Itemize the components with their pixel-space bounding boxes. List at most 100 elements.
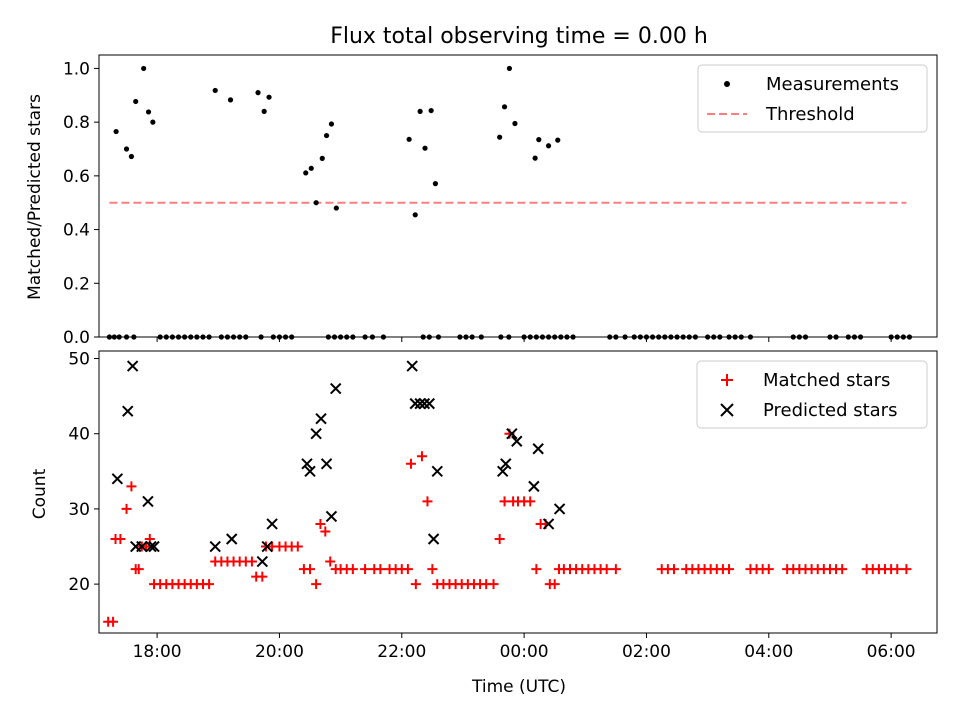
predicted-star-point xyxy=(406,360,418,372)
count-x-tick-label: 20:00 xyxy=(255,642,304,662)
predicted-star-point xyxy=(310,428,322,440)
matched-star-point xyxy=(901,564,912,575)
predicted-star-point xyxy=(500,458,512,470)
predicted-star-point xyxy=(506,428,518,440)
matched-star-point xyxy=(126,481,137,492)
matched-star-point xyxy=(531,564,542,575)
measurement-point xyxy=(497,134,503,140)
predicted-star-point xyxy=(414,397,426,410)
predicted-star-point xyxy=(304,465,316,478)
count-x-axis-label: Time (UTC) xyxy=(471,677,566,697)
matched-star-point xyxy=(292,541,303,552)
matched-star-point xyxy=(837,564,848,575)
measurement-point xyxy=(212,87,218,94)
ratio-panel: Matched/Predicted stars 0.0 0.2 0.4 0.6 0.8 1… xyxy=(25,54,938,348)
measurement-point xyxy=(128,153,135,160)
predicted-legend-label: Predicted stars xyxy=(763,400,897,421)
count-y-tick-label: 50 xyxy=(68,350,90,370)
count-x-tick-label: 22:00 xyxy=(377,642,426,662)
measurement-point xyxy=(328,121,335,127)
count-x-tick-label: 06:00 xyxy=(867,642,916,662)
matched-star-point xyxy=(494,534,505,544)
matched-star-point xyxy=(499,496,510,507)
measurement-point xyxy=(145,109,152,115)
matched-star-point xyxy=(246,556,257,567)
measurement-point xyxy=(422,145,428,151)
matched-legend-label: Matched stars xyxy=(763,370,890,391)
predicted-star-point xyxy=(136,540,148,553)
predicted-star-point xyxy=(301,458,313,470)
count-x-tick-label: 04:00 xyxy=(744,642,793,662)
ratio-y-tick-label: 0.2 xyxy=(63,274,90,294)
matched-star-point xyxy=(402,564,413,575)
predicted-star-point xyxy=(148,540,160,553)
predicted-star-point xyxy=(542,518,555,530)
matched-star-point xyxy=(724,564,735,575)
measurement-point xyxy=(323,132,330,139)
matched-star-point xyxy=(410,579,421,590)
ratio-plot-area: 0.0 0.2 0.4 0.6 0.8 1.0 xyxy=(63,54,938,348)
ratio-y-tick-label: 1.0 xyxy=(63,59,90,79)
matched-star-point xyxy=(668,564,679,575)
predicted-star-point xyxy=(427,533,440,545)
predicted-star-point xyxy=(431,465,443,478)
count-y-axis-label: Count xyxy=(30,468,50,519)
predicted-star-point xyxy=(126,360,139,372)
predicted-star-point xyxy=(122,405,134,417)
matched-star-point xyxy=(610,564,621,575)
predicted-star-point xyxy=(315,412,327,425)
measurement-point xyxy=(266,94,272,100)
ratio-y-tick-label: 0.6 xyxy=(63,167,90,187)
count-panel: Count Time (UTC) 20 30 40 50 18:00 20:00 22:00… xyxy=(30,350,938,697)
count-legend: Matched stars Predicted stars xyxy=(696,360,928,429)
matched-star-point xyxy=(422,496,433,507)
matched-star-point xyxy=(892,564,903,575)
count-plot-area: 20 30 40 50 18:00 20:00 22:00 00:00 02:00 04:00 06… xyxy=(68,350,938,662)
matched-star-point xyxy=(325,556,336,567)
count-y-tick-label: 40 xyxy=(68,425,90,445)
predicted-star-point xyxy=(409,397,421,410)
matched-star-point xyxy=(347,564,358,575)
measurements-legend-label: Measurements xyxy=(766,74,899,95)
count-x-tick-label: 00:00 xyxy=(500,642,549,662)
predicted-star-point xyxy=(418,397,431,410)
predicted-star-point xyxy=(532,443,544,455)
predicted-star-point xyxy=(145,540,157,553)
matched-star-point xyxy=(315,518,326,529)
predicted-legend-marker xyxy=(720,403,734,417)
matched-star-point xyxy=(427,564,438,575)
matched-star-point xyxy=(257,571,268,582)
measurement-point xyxy=(555,137,561,143)
predicted-star-point xyxy=(142,495,154,508)
matched-star-point xyxy=(311,579,322,590)
predicted-star-point xyxy=(266,518,278,530)
matched-star-point xyxy=(305,564,316,575)
matched-star-point xyxy=(121,503,132,514)
matched-star-point xyxy=(320,526,331,537)
measurements-legend-marker xyxy=(724,81,730,87)
measurement-point xyxy=(261,108,267,114)
measurement-point xyxy=(319,155,325,161)
predicted-star-point xyxy=(497,465,509,478)
measurement-point xyxy=(313,200,319,206)
predicted-star-point xyxy=(256,555,269,568)
measurement-point xyxy=(333,205,339,211)
measurement-point xyxy=(303,170,309,176)
ratio-axes-frame xyxy=(98,54,938,338)
measurement-point xyxy=(501,104,508,110)
chart-title: Flux total observing time = 0.00 h xyxy=(330,24,708,49)
matched-star-point xyxy=(525,496,536,507)
matched-legend-marker xyxy=(721,374,733,386)
predicted-star-point xyxy=(320,458,333,470)
ratio-y-tick-label: 0.0 xyxy=(63,328,90,348)
measurement-point xyxy=(432,181,439,187)
ratio-legend-frame xyxy=(697,64,928,133)
measurement-point xyxy=(428,107,434,114)
measurement-point xyxy=(133,98,139,105)
predicted-star-point xyxy=(209,540,221,553)
matched-star-point xyxy=(601,564,612,575)
predicted-star-point xyxy=(553,503,566,515)
matched-star-point xyxy=(416,451,427,462)
ratio-y-tick-label: 0.4 xyxy=(63,221,90,241)
measurement-point xyxy=(141,65,147,72)
